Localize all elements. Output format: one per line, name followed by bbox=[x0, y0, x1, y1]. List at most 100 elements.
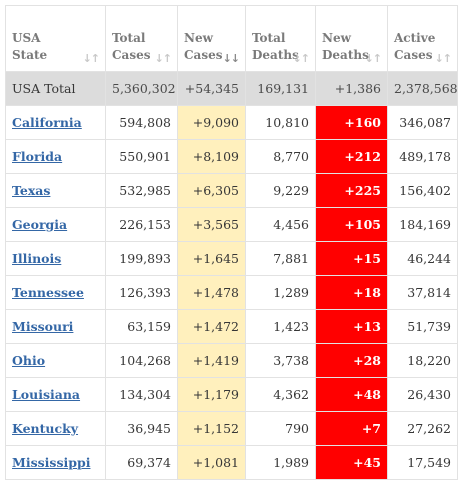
total-cases-cell: 594,808 bbox=[105, 105, 178, 140]
usa-total-row: USA Total 5,360,302 +54,345 169,131 +1,3… bbox=[5, 71, 458, 106]
sort-arrows-icon[interactable]: ↓↑ bbox=[154, 52, 172, 65]
total-deaths-cell: 4,362 bbox=[245, 377, 316, 412]
state-link[interactable]: Missouri bbox=[12, 319, 74, 334]
header-label-line2: Cases bbox=[184, 48, 223, 62]
usa-covid-table: USA State ↓↑ Total Cases ↓↑ New Cases ↓↓… bbox=[5, 5, 458, 480]
total-deaths-cell: 4,456 bbox=[245, 207, 316, 242]
new-cases-cell: +9,090 bbox=[177, 105, 246, 140]
header-label-line1: Total bbox=[112, 31, 146, 45]
header-label-line1: Total bbox=[252, 31, 286, 45]
new-deaths-cell: +212 bbox=[315, 139, 388, 174]
active-cases-cell: 184,169 bbox=[387, 207, 458, 242]
total-active-cases-cell: 2,378,568 bbox=[387, 71, 458, 106]
header-label-line2: Deaths bbox=[252, 48, 299, 62]
new-deaths-cell: +225 bbox=[315, 173, 388, 208]
state-cell: Texas bbox=[5, 173, 106, 208]
sort-arrows-icon[interactable]: ↓↑ bbox=[292, 52, 310, 65]
total-state-cell: USA Total bbox=[5, 71, 106, 106]
new-cases-cell: +6,305 bbox=[177, 173, 246, 208]
total-cases-cell: 550,901 bbox=[105, 139, 178, 174]
state-link[interactable]: California bbox=[12, 115, 82, 130]
total-cases-cell: 63,159 bbox=[105, 309, 178, 344]
new-cases-cell: +3,565 bbox=[177, 207, 246, 242]
total-deaths-cell: 8,770 bbox=[245, 139, 316, 174]
sort-descending-icon[interactable]: ↓↓ bbox=[222, 52, 240, 65]
new-cases-cell: +8,109 bbox=[177, 139, 246, 174]
state-cell: Ohio bbox=[5, 343, 106, 378]
state-link[interactable]: Florida bbox=[12, 149, 63, 164]
state-link[interactable]: Mississippi bbox=[12, 455, 91, 470]
new-deaths-cell: +7 bbox=[315, 411, 388, 446]
new-cases-cell: +1,472 bbox=[177, 309, 246, 344]
total-deaths-cell: 1,423 bbox=[245, 309, 316, 344]
new-cases-cell: +1,179 bbox=[177, 377, 246, 412]
new-cases-cell: +1,645 bbox=[177, 241, 246, 276]
total-cases-cell: 126,393 bbox=[105, 275, 178, 310]
state-link[interactable]: Georgia bbox=[12, 217, 68, 232]
total-cases-cell: 69,374 bbox=[105, 445, 178, 480]
sort-arrows-icon[interactable]: ↓↑ bbox=[82, 52, 100, 65]
new-deaths-cell: +160 bbox=[315, 105, 388, 140]
state-cell: Georgia bbox=[5, 207, 106, 242]
state-cell: Kentucky bbox=[5, 411, 106, 446]
state-cell: Missouri bbox=[5, 309, 106, 344]
header-label-line1: Active bbox=[394, 31, 436, 45]
state-link[interactable]: Kentucky bbox=[12, 421, 79, 436]
header-label-line2: State bbox=[12, 48, 48, 62]
state-link[interactable]: Texas bbox=[12, 183, 51, 198]
table-row: Mississippi 69,374 +1,081 1,989 +45 17,549 bbox=[5, 445, 458, 480]
header-active-cases[interactable]: Active Cases ↓↑ bbox=[387, 5, 458, 72]
state-link[interactable]: Louisiana bbox=[12, 387, 81, 402]
active-cases-cell: 156,402 bbox=[387, 173, 458, 208]
total-cases-cell: 532,985 bbox=[105, 173, 178, 208]
active-cases-cell: 489,178 bbox=[387, 139, 458, 174]
sort-arrows-icon[interactable]: ↓↑ bbox=[364, 52, 382, 65]
new-cases-cell: +1,478 bbox=[177, 275, 246, 310]
table-row: Louisiana 134,304 +1,179 4,362 +48 26,430 bbox=[5, 377, 458, 412]
state-cell: Tennessee bbox=[5, 275, 106, 310]
total-deaths-cell: 10,810 bbox=[245, 105, 316, 140]
new-deaths-cell: +105 bbox=[315, 207, 388, 242]
new-deaths-cell: +28 bbox=[315, 343, 388, 378]
header-new-deaths[interactable]: New Deaths ↓↑ bbox=[315, 5, 388, 72]
total-cases-cell: 226,153 bbox=[105, 207, 178, 242]
active-cases-cell: 46,244 bbox=[387, 241, 458, 276]
total-deaths-cell: 169,131 bbox=[245, 71, 316, 106]
header-state[interactable]: USA State ↓↑ bbox=[5, 5, 106, 72]
active-cases-cell: 346,087 bbox=[387, 105, 458, 140]
new-deaths-cell: +15 bbox=[315, 241, 388, 276]
table-row: Missouri 63,159 +1,472 1,423 +13 51,739 bbox=[5, 309, 458, 344]
header-label-line1: New bbox=[184, 31, 213, 45]
table-row: California 594,808 +9,090 10,810 +160 346,087 bbox=[5, 105, 458, 140]
state-link[interactable]: Tennessee bbox=[12, 285, 84, 300]
total-deaths-cell: 7,881 bbox=[245, 241, 316, 276]
state-link[interactable]: Ohio bbox=[12, 353, 46, 368]
table-row: Tennessee 126,393 +1,478 1,289 +18 37,814 bbox=[5, 275, 458, 310]
total-cases-cell: 5,360,302 bbox=[105, 71, 178, 106]
sort-arrows-icon[interactable]: ↓↑ bbox=[434, 52, 452, 65]
state-link[interactable]: Illinois bbox=[12, 251, 62, 266]
new-cases-cell: +1,152 bbox=[177, 411, 246, 446]
header-total-cases[interactable]: Total Cases ↓↑ bbox=[105, 5, 178, 72]
new-deaths-cell: +48 bbox=[315, 377, 388, 412]
state-cell: California bbox=[5, 105, 106, 140]
state-cell: Illinois bbox=[5, 241, 106, 276]
total-new-cases-cell: +54,345 bbox=[177, 71, 246, 106]
header-label-line2: Cases bbox=[394, 48, 433, 62]
header-label-line2: Deaths bbox=[322, 48, 369, 62]
header-new-cases[interactable]: New Cases ↓↓ bbox=[177, 5, 246, 72]
active-cases-cell: 51,739 bbox=[387, 309, 458, 344]
total-deaths-cell: 9,229 bbox=[245, 173, 316, 208]
table-row: Kentucky 36,945 +1,152 790 +7 27,262 bbox=[5, 411, 458, 446]
table-row: Texas 532,985 +6,305 9,229 +225 156,402 bbox=[5, 173, 458, 208]
header-label-line1: USA bbox=[12, 31, 41, 45]
table-body: USA Total 5,360,302 +54,345 169,131 +1,3… bbox=[5, 71, 458, 480]
active-cases-cell: 27,262 bbox=[387, 411, 458, 446]
active-cases-cell: 17,549 bbox=[387, 445, 458, 480]
total-deaths-cell: 1,289 bbox=[245, 275, 316, 310]
header-total-deaths[interactable]: Total Deaths ↓↑ bbox=[245, 5, 316, 72]
active-cases-cell: 18,220 bbox=[387, 343, 458, 378]
new-deaths-cell: +45 bbox=[315, 445, 388, 480]
header-label-line1: New bbox=[322, 31, 351, 45]
table-row: Florida 550,901 +8,109 8,770 +212 489,178 bbox=[5, 139, 458, 174]
